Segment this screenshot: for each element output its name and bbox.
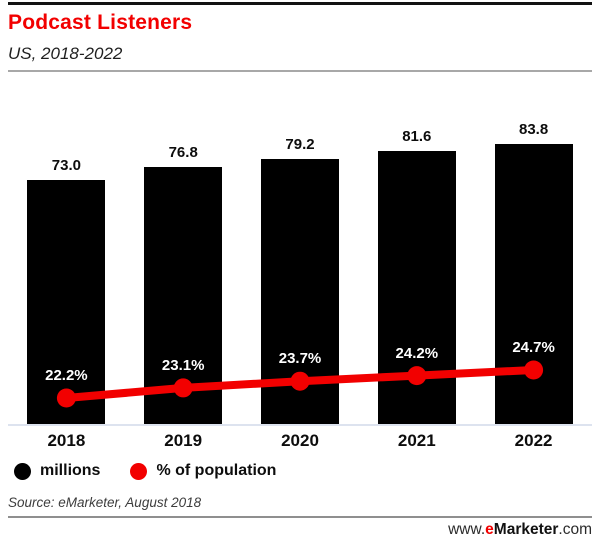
line-marker-icon bbox=[407, 366, 427, 386]
header-divider bbox=[8, 70, 592, 72]
x-axis-label: 2021 bbox=[397, 431, 436, 450]
x-axis-label: 2022 bbox=[514, 431, 553, 450]
pct-label: 23.1% bbox=[161, 356, 205, 374]
x-axis-label: 2018 bbox=[47, 431, 86, 450]
bar-value-label: 83.8 bbox=[518, 121, 549, 138]
line-marker-icon bbox=[173, 378, 193, 398]
bar-2018 bbox=[27, 180, 106, 424]
x-axis-label: 2019 bbox=[164, 431, 203, 450]
legend: millions % of population bbox=[14, 462, 276, 480]
source-note: Source: eMarketer, August 2018 bbox=[8, 495, 202, 510]
line-marker-icon bbox=[290, 371, 310, 391]
pct-label: 24.2% bbox=[395, 344, 439, 362]
pct-label: 24.7% bbox=[512, 339, 555, 356]
bar-value-label: 76.8 bbox=[168, 144, 198, 162]
footer-www: www. bbox=[448, 521, 486, 538]
line-marker-icon bbox=[56, 388, 76, 408]
trend-line bbox=[56, 360, 544, 408]
chart-title: Podcast Listeners bbox=[8, 11, 193, 34]
pct-label: 23.7% bbox=[278, 350, 322, 368]
bar-value-label: 73.0 bbox=[51, 157, 81, 175]
bar-value-label: 79.2 bbox=[285, 136, 315, 154]
x-axis-label: 2020 bbox=[281, 431, 319, 450]
line-marker-icon bbox=[524, 360, 544, 380]
legend-item-millions: millions bbox=[14, 462, 100, 480]
footer-e: e bbox=[485, 521, 494, 538]
bar-value-label: 81.6 bbox=[402, 128, 432, 146]
plot-area: 73.0 22.2% 76.8 23.1% 79.2 23.7% 81.6 24.2% 83.8… bbox=[8, 100, 592, 426]
legend-label-millions: millions bbox=[40, 462, 101, 479]
chart-subtitle: US, 2018-2022 bbox=[8, 44, 123, 63]
footer-divider bbox=[8, 516, 592, 518]
legend-swatch-millions-icon bbox=[14, 462, 31, 480]
x-axis: 2018 2019 2020 2021 2022 bbox=[8, 431, 592, 451]
legend-swatch-population-icon bbox=[130, 462, 148, 480]
footer-brand: Marketer bbox=[493, 521, 559, 538]
footer-url: www.eMarketer.com bbox=[448, 521, 592, 539]
top-divider bbox=[8, 2, 592, 5]
pct-label: 22.2% bbox=[45, 367, 88, 384]
legend-item-population: % of population bbox=[130, 462, 276, 480]
legend-label-population: % of population bbox=[156, 462, 277, 479]
footer-com: .com bbox=[558, 521, 592, 538]
